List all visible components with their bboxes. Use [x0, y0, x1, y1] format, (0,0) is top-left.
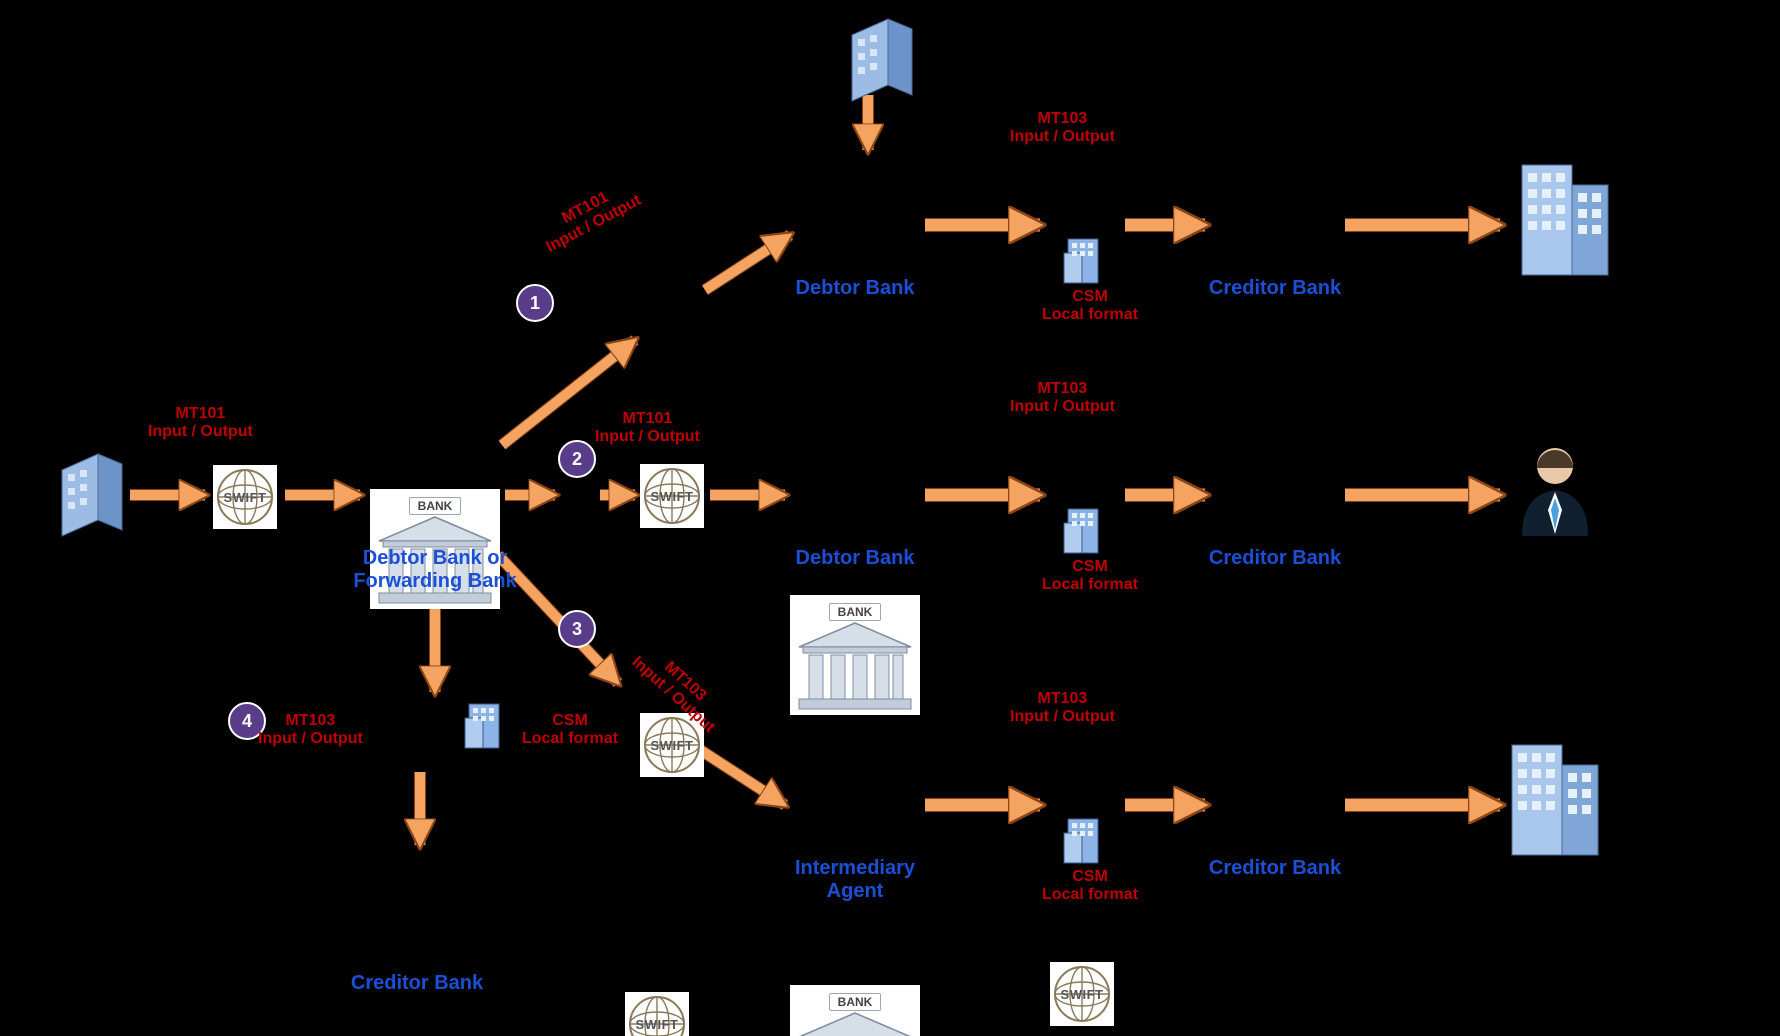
message-label: MT103 Input / Output	[258, 712, 363, 748]
csm_bot_mid	[1062, 813, 1104, 867]
swift_p3: SWIFT	[625, 992, 689, 1036]
bank_debtor_mid: BANK	[790, 985, 920, 1036]
dest_top	[1510, 155, 1620, 285]
swift_p1: SWIFT	[640, 464, 704, 528]
message-label: MT101 Input / Output	[535, 176, 644, 257]
bank_cred_p4-label: Creditor Bank	[307, 972, 527, 995]
csm-label: CSM Local format	[1020, 288, 1160, 324]
bank_cred_top-label: Creditor Bank	[1165, 277, 1385, 300]
bank-sign-label: BANK	[409, 497, 462, 515]
swift-label: SWIFT	[651, 738, 694, 753]
bank-sign-label: BANK	[829, 603, 882, 621]
swift-label: SWIFT	[224, 490, 267, 505]
bank_cred_mid-label: Creditor Bank	[1165, 547, 1385, 570]
dest_bot	[1500, 735, 1610, 865]
csm_mid_mid	[1062, 503, 1104, 557]
step-badge-2: 2	[558, 440, 596, 478]
swift-label: SWIFT	[651, 489, 694, 504]
bank-sign-label: BANK	[829, 993, 882, 1011]
step-badge-1: 1	[516, 284, 554, 322]
swift_top_mid: SWIFT	[1050, 962, 1114, 1026]
message-label: MT103 Input / Output	[1010, 690, 1115, 726]
bank_debtor_mid-label: Debtor Bank	[745, 547, 965, 570]
dest_mid	[1510, 440, 1590, 530]
csm-label: CSM Local format	[1020, 868, 1160, 904]
corp_top	[840, 15, 920, 105]
csm-label: CSM Local format	[500, 712, 640, 748]
csm_p4	[463, 698, 505, 752]
csm-label: CSM Local format	[1020, 558, 1160, 594]
message-label: MT103 Input / Output	[1010, 380, 1115, 416]
message-label: MT101 Input / Output	[595, 410, 700, 446]
swift-label: SWIFT	[1061, 987, 1104, 1002]
corp_origin	[50, 450, 130, 540]
bank_forwarding-label: Debtor Bank or Forwarding Bank	[325, 547, 545, 593]
swift-label: SWIFT	[636, 1017, 679, 1032]
bank_interm-label: Intermediary Agent	[745, 857, 965, 903]
message-label: MT101 Input / Output	[148, 405, 253, 441]
step-badge-3: 3	[558, 610, 596, 648]
bank_debtor_top-label: Debtor Bank	[745, 277, 965, 300]
swift_origin: SWIFT	[213, 465, 277, 529]
bank_debtor_top: BANK	[790, 595, 920, 715]
diagram-canvas: SWIFT BANK Debtor Bank or Forwarding Ban…	[0, 0, 1780, 1036]
message-label: MT103 Input / Output	[1010, 110, 1115, 146]
bank_cred_bot-label: Creditor Bank	[1165, 857, 1385, 880]
csm_top_mid	[1062, 233, 1104, 287]
